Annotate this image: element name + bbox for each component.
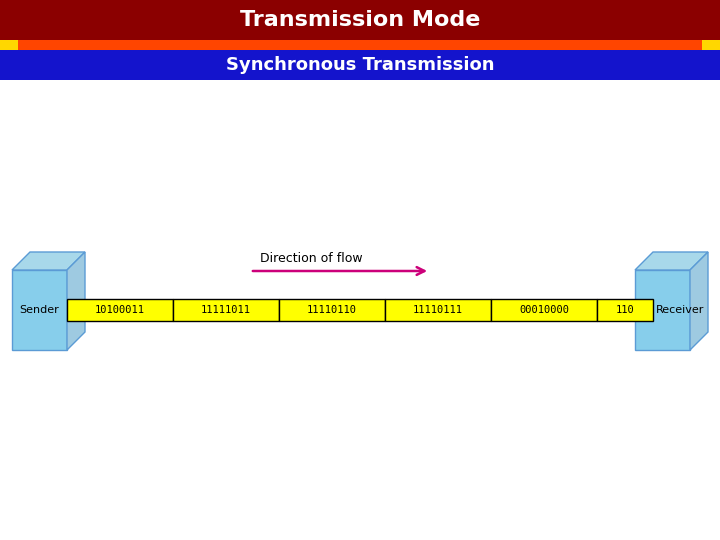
Bar — [12, 270, 67, 350]
Text: Synchronous Transmission: Synchronous Transmission — [226, 56, 494, 74]
Text: 110: 110 — [616, 305, 634, 315]
Text: Sender: Sender — [19, 305, 59, 315]
Bar — [67, 299, 173, 321]
Bar — [0, 50, 720, 80]
Polygon shape — [690, 252, 708, 350]
Bar — [18, 40, 702, 50]
Bar — [279, 299, 385, 321]
Bar — [0, 0, 720, 40]
Text: 11110110: 11110110 — [307, 305, 357, 315]
Bar — [635, 270, 690, 350]
Bar — [702, 40, 720, 50]
Bar — [173, 299, 279, 321]
Bar — [597, 299, 653, 321]
Text: 11110111: 11110111 — [413, 305, 463, 315]
Text: Receiver: Receiver — [657, 305, 705, 315]
Text: Transmission Mode: Transmission Mode — [240, 10, 480, 30]
Text: 00010000: 00010000 — [519, 305, 569, 315]
Text: 11111011: 11111011 — [201, 305, 251, 315]
Bar — [385, 299, 491, 321]
Text: Direction of flow: Direction of flow — [260, 253, 363, 266]
Polygon shape — [12, 252, 85, 270]
Polygon shape — [67, 252, 85, 350]
Bar — [0, 40, 18, 50]
Bar — [0, 80, 720, 540]
Text: 10100011: 10100011 — [95, 305, 145, 315]
Polygon shape — [635, 252, 708, 270]
Bar — [491, 299, 597, 321]
